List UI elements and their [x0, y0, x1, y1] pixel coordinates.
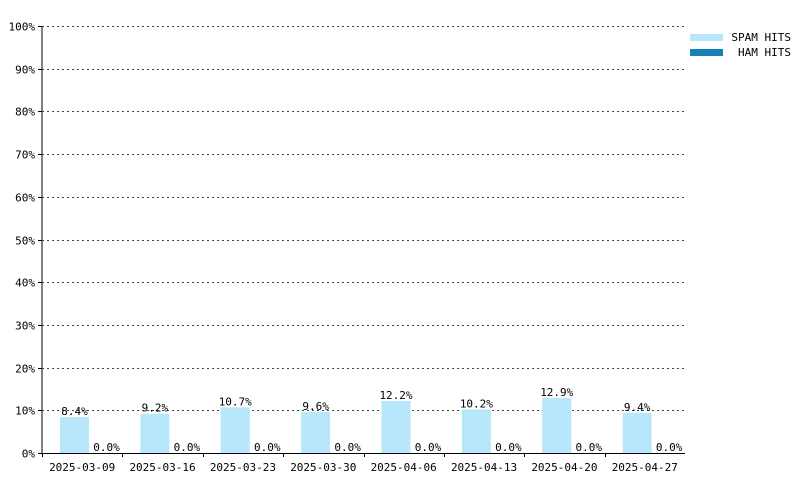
legend-label-ham: HAM HITS — [738, 46, 791, 59]
x-tick-label: 2025-03-23 — [210, 461, 276, 474]
legend: SPAM HITS HAM HITS — [690, 30, 791, 60]
legend-swatch-ham — [690, 49, 723, 56]
data-label-spam: 9.2% — [142, 402, 169, 415]
data-label-ham: 0.0% — [656, 441, 683, 454]
data-label-spam: 9.4% — [624, 401, 651, 414]
legend-label-spam: SPAM HITS — [731, 31, 791, 44]
y-tick-label: 100% — [9, 21, 36, 34]
y-tick-label: 30% — [15, 320, 35, 333]
data-label-ham: 0.0% — [576, 441, 603, 454]
y-tick-label: 80% — [15, 106, 35, 119]
y-tick-label: 50% — [15, 235, 35, 248]
x-tick-label: 2025-04-13 — [451, 461, 517, 474]
y-tick-label: 60% — [15, 192, 35, 205]
x-axis-ticks: 2025-03-09 2025-03-16 2025-03-23 2025-03-30… — [42, 453, 678, 474]
bar-spam — [60, 417, 89, 453]
y-tick-label: 40% — [15, 277, 35, 290]
data-label-ham: 0.0% — [93, 441, 120, 454]
x-tick-label: 2025-04-27 — [612, 461, 678, 474]
data-label-ham: 0.0% — [495, 441, 522, 454]
bar-spam — [622, 412, 652, 453]
x-tick-label: 2025-03-16 — [129, 461, 195, 474]
data-label-ham: 0.0% — [254, 441, 281, 454]
data-label-spam: 9.6% — [302, 400, 329, 413]
bar-spam — [140, 413, 170, 453]
x-tick-label: 2025-03-30 — [290, 461, 356, 474]
bar-spam — [461, 409, 491, 453]
y-tick-label: 20% — [15, 363, 35, 376]
data-label-spam: 8.4% — [61, 405, 88, 418]
data-label-spam: 12.2% — [379, 389, 412, 402]
x-tick-label: 2025-04-06 — [371, 461, 437, 474]
data-label-spam: 12.9% — [540, 386, 573, 399]
legend-swatch-spam — [690, 34, 723, 41]
bars: 8.4% 0.0% 9.2% 0.0% 10.7% 0.0% 9.6% 0.0% 12.2% 0.… — [60, 386, 683, 454]
data-label-ham: 0.0% — [174, 441, 201, 454]
y-tick-label: 10% — [15, 405, 35, 418]
x-tick-label: 2025-04-20 — [531, 461, 597, 474]
grid — [42, 26, 685, 411]
y-tick-label: 0% — [22, 448, 36, 461]
bar-spam — [542, 397, 572, 453]
bar-spam — [381, 400, 411, 453]
legend-item-spam: SPAM HITS — [690, 30, 791, 45]
y-tick-label: 90% — [15, 64, 35, 77]
y-tick-label: 70% — [15, 149, 35, 162]
x-tick-label: 2025-03-09 — [49, 461, 115, 474]
data-label-spam: 10.7% — [219, 395, 252, 408]
data-label-spam: 10.2% — [460, 397, 493, 410]
bar-spam — [220, 407, 250, 453]
data-label-ham: 0.0% — [415, 441, 442, 454]
bar-spam — [301, 412, 331, 453]
data-label-ham: 0.0% — [334, 441, 361, 454]
y-axis-ticks: 0% 10% 20% 30% 40% 50% 60% 70% 80% 90% 100% — [9, 21, 42, 461]
legend-item-ham: HAM HITS — [690, 45, 791, 60]
